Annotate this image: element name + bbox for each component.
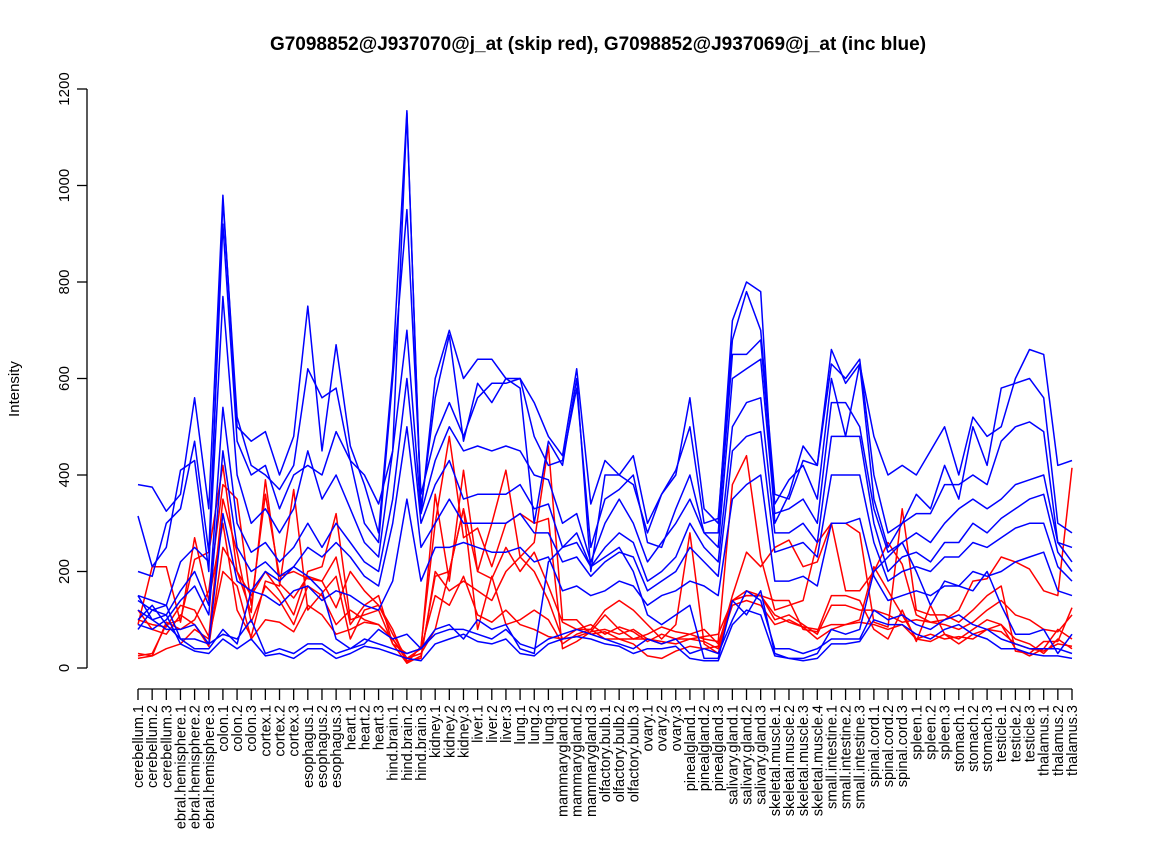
x-tick-label: kidney.3 [456,705,472,758]
series-line-inc-8 [137,532,1073,660]
x-tick-label: testicle.2 [1008,705,1024,762]
y-axis-label: Intensity [6,361,23,417]
x-tick-label: small.intestine.3 [853,705,869,809]
x-tick-label: salivary.gland.1 [725,705,741,805]
x-tick-label: spleen.3 [938,705,954,760]
x-tick-label: cortex.2 [273,705,289,757]
x-tick-label: thalamus.2 [1051,705,1067,776]
x-tick-label: spinal.cord.2 [881,705,897,787]
x-tick-label: cortex.3 [287,705,303,757]
chart-title: G7098852@J937070@j_at (skip red), G70988… [270,34,926,55]
x-tick-label: liver.2 [485,705,501,743]
series-line-skip-6 [137,570,1073,660]
x-tick-label: olfactory.bulb.1 [598,705,614,802]
x-tick-label: lung.1 [513,705,529,745]
series-line-inc-1 [137,109,1073,573]
x-tick-label: stomach.2 [966,705,982,772]
x-tick-label: thalamus.3 [1065,705,1081,776]
x-tick-label: heart.2 [357,705,373,750]
series-line-skip-4 [137,498,1073,662]
x-tick-label: cerebellum.2 [145,705,161,788]
x-tick-label: cortex.1 [258,705,274,757]
y-tick-label: 1200 [56,72,73,105]
x-tick-label: ovary.2 [655,705,671,751]
x-tick-label: testicle.1 [994,705,1010,762]
x-tick-label: ebral.hemisphere.1 [173,705,189,829]
x-tick-label: cerebellum.3 [159,705,175,788]
x-tick-label: spleen.1 [909,705,925,760]
x-tick-label: kidney.1 [428,705,444,758]
x-tick-label: cerebellum.1 [131,705,147,788]
series-layer [137,109,1073,664]
y-tick-label: 200 [56,559,73,584]
x-tick-label: pinealgland.3 [711,705,727,791]
series-line-inc-4 [137,295,1073,607]
x-tick-label: mammarygland.1 [556,705,572,817]
x-tick-label: small.intestine.1 [824,705,840,809]
x-tick-label: ovary.1 [640,705,656,751]
y-tick-label: 400 [56,462,73,487]
x-tick-label: kidney.2 [442,705,458,758]
x-tick-label: hind.brain.1 [386,705,402,781]
x-tick-label: esophagus.1 [301,705,317,788]
x-tick-label: spinal.cord.3 [895,705,911,787]
x-tick-label: testicle.3 [1023,705,1039,762]
x-tick-label: hind.brain.2 [400,705,416,781]
x-tick-label: salivary.gland.2 [740,705,756,805]
x-tick-label: lung.2 [527,705,543,745]
series-line-inc-10 [137,609,1073,662]
x-tick-label: mammarygland.3 [584,705,600,817]
x-tick-label: skeletal.muscle.1 [768,705,784,816]
x-tick-label: skeletal.muscle.2 [782,705,798,816]
x-tick-label: pinealgland.1 [683,705,699,791]
x-tick-label: olfactory.bulb.2 [612,705,628,802]
x-tick-label: pinealgland.2 [697,705,713,791]
y-tick-label: 600 [56,366,73,391]
x-tick-label: stomach.3 [980,705,996,772]
series-line-inc-9 [137,590,1073,655]
x-axis: cerebellum.1cerebellum.2cerebellum.3ebra… [131,688,1081,829]
x-tick-label: skeletal.muscle.3 [796,705,812,816]
x-tick-label: skeletal.muscle.4 [810,705,826,816]
series-line-inc-7 [137,474,1073,645]
x-tick-label: mammarygland.2 [570,705,586,817]
x-tick-label: colon.1 [216,705,232,752]
series-line-inc-2 [137,112,1073,573]
x-tick-label: ovary.3 [669,705,685,751]
x-tick-label: small.intestine.2 [839,705,855,809]
series-line-inc-3 [137,208,1073,578]
x-tick-label: esophagus.2 [315,705,331,788]
x-tick-label: stomach.1 [952,705,968,772]
y-tick-label: 1000 [56,169,73,202]
y-axis: 0 200 400 600 800 1000 1200 [56,72,88,672]
x-tick-label: hind.brain.3 [414,705,430,781]
series-line-skip-2 [137,445,1073,660]
x-tick-label: liver.1 [471,705,487,743]
x-tick-label: heart.1 [343,705,359,750]
x-tick-label: ebral.hemisphere.3 [202,705,218,829]
x-tick-label: thalamus.1 [1037,705,1053,776]
x-tick-label: colon.3 [244,705,260,752]
x-tick-label: spinal.cord.1 [867,705,883,787]
x-tick-label: salivary.gland.3 [754,705,770,805]
x-tick-label: ebral.hemisphere.2 [188,705,204,829]
y-tick-label: 0 [56,664,73,672]
x-tick-label: lung.3 [541,705,557,745]
y-tick-label: 800 [56,269,73,294]
x-tick-label: colon.2 [230,705,246,752]
x-tick-label: heart.3 [372,705,388,750]
x-tick-label: spleen.2 [923,705,939,760]
series-line-inc-5 [137,377,1073,621]
x-tick-label: esophagus.3 [329,705,345,788]
x-tick-label: olfactory.bulb.3 [626,705,642,802]
x-tick-label: liver.3 [499,705,515,743]
series-line-skip-3 [137,435,1073,664]
